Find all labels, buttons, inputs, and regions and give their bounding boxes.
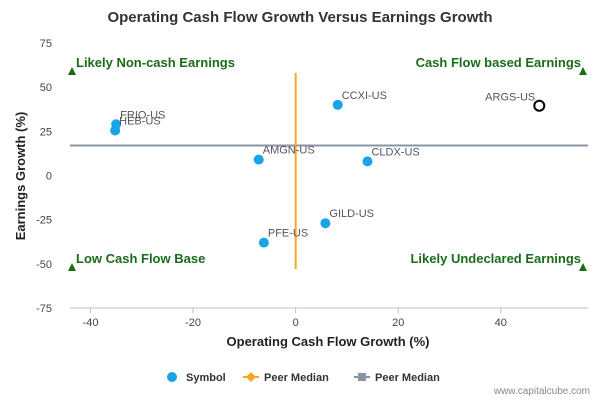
- data-point[interactable]: [110, 125, 121, 136]
- y-tick-label: 75: [40, 38, 52, 50]
- legend-item-label[interactable]: Peer Median: [375, 372, 440, 384]
- y-tick-label: 0: [46, 171, 52, 183]
- y-tick-label: -50: [36, 259, 52, 271]
- data-label: GILD-US: [329, 208, 374, 220]
- peer-median-lines: [70, 73, 588, 270]
- data-label: AMGN-US: [263, 145, 315, 157]
- plot-axes: -40 -20 0 20 40 75 50 25 0 -25 -50 -75: [36, 38, 588, 329]
- legend-square-icon[interactable]: [358, 373, 366, 381]
- y-tick-label: -25: [36, 215, 52, 227]
- data-label: CLDX-US: [371, 146, 419, 158]
- legend-item-label[interactable]: Symbol: [186, 372, 226, 384]
- quadrant-marker-icon: [579, 67, 587, 75]
- quadrant-marker-icon: [68, 67, 76, 75]
- y-tick-label: 50: [40, 82, 52, 94]
- legend-item-label[interactable]: Peer Median: [264, 372, 329, 384]
- data-label: FRIO-US: [120, 109, 165, 121]
- data-point[interactable]: [258, 237, 269, 248]
- quadrant-labels: Likely Non-cash Earnings Cash Flow based …: [68, 55, 587, 271]
- quadrant-label-top-left: Likely Non-cash Earnings: [76, 55, 235, 70]
- y-tick-label: -75: [36, 303, 52, 315]
- x-tick-label: 0: [293, 317, 299, 329]
- data-point-highlighted[interactable]: [533, 99, 546, 112]
- x-tick-label: 40: [495, 317, 507, 329]
- data-label: HEB-US: [119, 115, 161, 127]
- data-point[interactable]: [320, 218, 331, 229]
- quadrant-label-bottom-right: Likely Undeclared Earnings: [410, 251, 581, 266]
- x-tick-label: -40: [83, 317, 99, 329]
- quadrant-label-top-right: Cash Flow based Earnings: [416, 55, 581, 70]
- data-label: ARGS-US: [485, 92, 535, 104]
- quadrant-marker-icon: [579, 263, 587, 271]
- y-tick-label: 25: [40, 126, 52, 138]
- x-axis-title: Operating Cash Flow Growth (%): [227, 334, 430, 349]
- quadrant-marker-icon: [68, 263, 76, 271]
- chart-legend[interactable]: Symbol Peer Median Peer Median: [167, 372, 440, 384]
- y-axis-title: Earnings Growth (%): [13, 112, 28, 241]
- watermark-text: www.capitalcube.com: [493, 386, 590, 397]
- legend-symbol-icon[interactable]: [167, 372, 177, 382]
- x-tick-label: 20: [392, 317, 404, 329]
- data-label: PFE-US: [268, 228, 308, 240]
- data-label: CCXI-US: [342, 90, 387, 102]
- quadrant-label-bottom-left: Low Cash Flow Base: [76, 251, 205, 266]
- chart-title: Operating Cash Flow Growth Versus Earnin…: [107, 9, 492, 26]
- data-point[interactable]: [362, 156, 373, 167]
- data-point[interactable]: [253, 154, 264, 165]
- x-tick-label: -20: [185, 317, 201, 329]
- data-point[interactable]: [332, 99, 343, 110]
- legend-diamond-icon[interactable]: [246, 372, 256, 382]
